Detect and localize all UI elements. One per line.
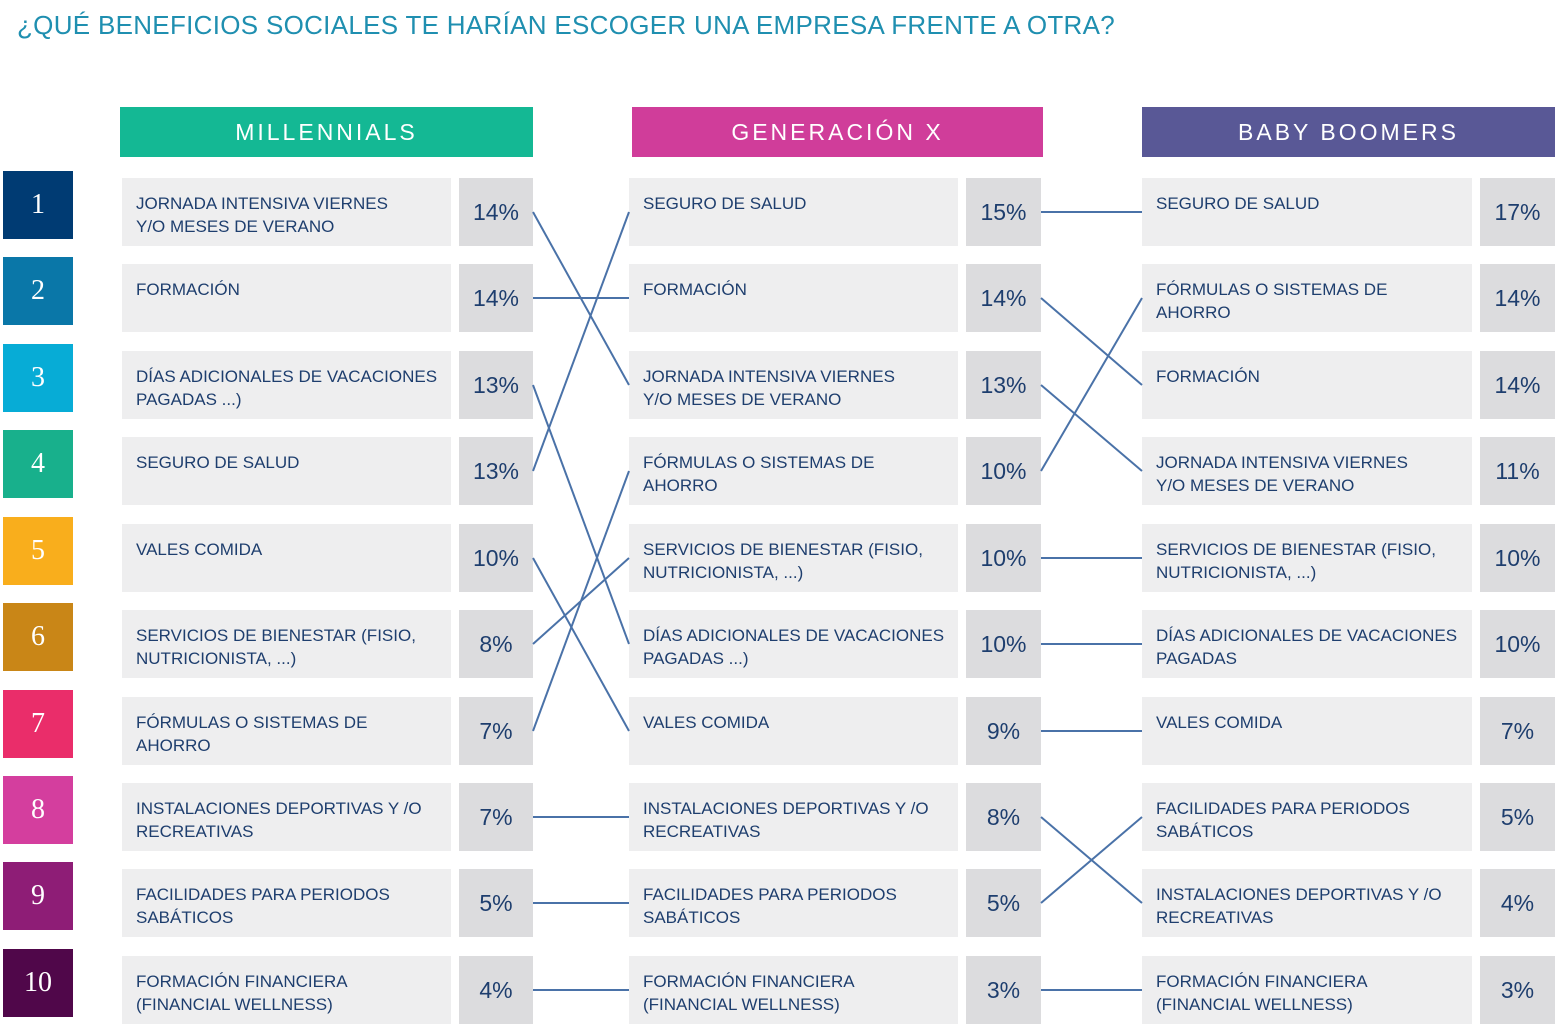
benefit-label: SERVICIOS DE BIENESTAR (FISIO, NUTRICIONI… — [629, 524, 958, 592]
benefit-label: FORMACIÓN FINANCIERA (FINANCIAL WELLNESS) — [629, 956, 958, 1024]
benefit-label: DÍAS ADICIONALES DE VACACIONES PAGADAS ..… — [122, 351, 451, 419]
percentage-value: 14% — [459, 264, 533, 332]
percentage-value: 3% — [966, 956, 1041, 1024]
rank-badge: 3 — [3, 344, 73, 412]
benefit-label: INSTALACIONES DEPORTIVAS Y /O RECREATIVAS — [122, 783, 451, 851]
rank-link-line — [1040, 384, 1143, 472]
column-header: BABY BOOMERS — [1142, 107, 1555, 157]
percentage-value: 14% — [1480, 351, 1555, 419]
benefit-label: VALES COMIDA — [1142, 697, 1472, 765]
percentage-value: 8% — [459, 610, 533, 678]
benefit-label: FÓRMULAS O SISTEMAS DE AHORRO — [1142, 264, 1472, 332]
percentage-value: 4% — [1480, 869, 1555, 937]
percentage-value: 4% — [459, 956, 533, 1024]
benefit-label: DÍAS ADICIONALES DE VACACIONES PAGADAS — [1142, 610, 1472, 678]
benefit-label: FACILIDADES PARA PERIODOS SABÁTICOS — [1142, 783, 1472, 851]
benefit-label: FORMACIÓN — [122, 264, 451, 332]
benefit-label: JORNADA INTENSIVA VIERNES Y/O MESES DE VE… — [629, 351, 958, 419]
benefit-label: SERVICIOS DE BIENESTAR (FISIO, NUTRICIONI… — [1142, 524, 1472, 592]
benefit-label: VALES COMIDA — [629, 697, 958, 765]
percentage-value: 8% — [966, 783, 1041, 851]
percentage-value: 11% — [1480, 437, 1555, 505]
benefit-label: INSTALACIONES DEPORTIVAS Y /O RECREATIVAS — [629, 783, 958, 851]
percentage-value: 14% — [966, 264, 1041, 332]
benefit-label: VALES COMIDA — [122, 524, 451, 592]
percentage-value: 10% — [966, 524, 1041, 592]
benefit-label: FORMACIÓN FINANCIERA (FINANCIAL WELLNESS) — [122, 956, 451, 1024]
benefit-label: SEGURO DE SALUD — [122, 437, 451, 505]
rank-badge: 5 — [3, 517, 73, 585]
percentage-value: 13% — [966, 351, 1041, 419]
percentage-value: 15% — [966, 178, 1041, 246]
rank-link-line — [1040, 297, 1143, 386]
benefit-label: FÓRMULAS O SISTEMAS DE AHORRO — [629, 437, 958, 505]
percentage-value: 7% — [459, 697, 533, 765]
percentage-value: 10% — [966, 437, 1041, 505]
benefit-label: SEGURO DE SALUD — [629, 178, 958, 246]
benefit-label: FORMACIÓN — [629, 264, 958, 332]
benefit-label: JORNADA INTENSIVA VIERNES Y/O MESES DE VE… — [1142, 437, 1472, 505]
page-title: ¿QUÉ BENEFICIOS SOCIALES TE HARÍAN ESCOG… — [17, 10, 1116, 40]
rank-badge: 10 — [3, 949, 73, 1017]
percentage-value: 10% — [1480, 610, 1555, 678]
rank-link-line — [1040, 297, 1143, 472]
percentage-value: 5% — [459, 869, 533, 937]
percentage-value: 13% — [459, 437, 533, 505]
percentage-value: 17% — [1480, 178, 1555, 246]
percentage-value: 13% — [459, 351, 533, 419]
percentage-value: 5% — [966, 869, 1041, 937]
rank-link-line — [1040, 816, 1143, 904]
percentage-value: 3% — [1480, 956, 1555, 1024]
benefit-label: JORNADA INTENSIVA VIERNES Y/O MESES DE VE… — [122, 178, 451, 246]
percentage-value: 9% — [966, 697, 1041, 765]
benefit-label: FACILIDADES PARA PERIODOS SABÁTICOS — [629, 869, 958, 937]
rank-badge: 9 — [3, 862, 73, 930]
rank-badge: 4 — [3, 430, 73, 498]
rank-badge: 6 — [3, 603, 73, 671]
percentage-value: 10% — [1480, 524, 1555, 592]
rank-badge: 2 — [3, 257, 73, 325]
rank-badge: 1 — [3, 171, 73, 239]
column-header: MILLENNIALS — [120, 107, 533, 157]
rank-link-line — [532, 211, 630, 472]
percentage-value: 7% — [459, 783, 533, 851]
column-header: GENERACIÓN X — [632, 107, 1043, 157]
benefit-label: SEGURO DE SALUD — [1142, 178, 1472, 246]
percentage-value: 14% — [1480, 264, 1555, 332]
rank-badge: 7 — [3, 690, 73, 758]
rank-link-line — [532, 557, 630, 732]
rank-link-line — [532, 384, 630, 645]
rank-badge: 8 — [3, 776, 73, 844]
benefit-label: FORMACIÓN FINANCIERA (FINANCIAL WELLNESS) — [1142, 956, 1472, 1024]
benefit-label: FACILIDADES PARA PERIODOS SABÁTICOS — [122, 869, 451, 937]
percentage-value: 5% — [1480, 783, 1555, 851]
percentage-value: 10% — [459, 524, 533, 592]
benefit-label: FÓRMULAS O SISTEMAS DE AHORRO — [122, 697, 451, 765]
benefit-label: DÍAS ADICIONALES DE VACACIONES PAGADAS ..… — [629, 610, 958, 678]
benefit-label: FORMACIÓN — [1142, 351, 1472, 419]
percentage-value: 10% — [966, 610, 1041, 678]
benefit-label: SERVICIOS DE BIENESTAR (FISIO, NUTRICIONI… — [122, 610, 451, 678]
percentage-value: 7% — [1480, 697, 1555, 765]
percentage-value: 14% — [459, 178, 533, 246]
rank-link-line — [532, 470, 630, 732]
benefit-label: INSTALACIONES DEPORTIVAS Y /O RECREATIVAS — [1142, 869, 1472, 937]
